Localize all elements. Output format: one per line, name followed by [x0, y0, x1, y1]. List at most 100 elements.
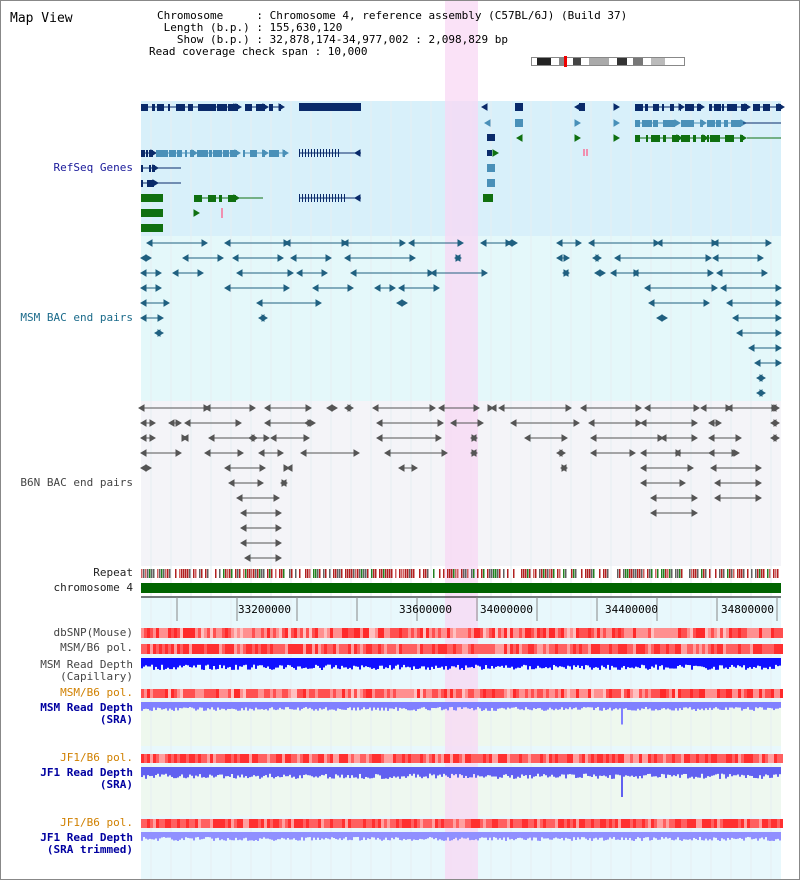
jf1-trimmed-depth-bar: [703, 832, 705, 841]
gene-exon: [753, 104, 760, 111]
feature-arrow: [281, 479, 288, 487]
dbsnp-cell: [192, 628, 195, 638]
msm-pol-cell: [516, 644, 519, 654]
jf1-pol-cell: [498, 819, 501, 828]
jf1-pol-cell: [198, 754, 201, 763]
msm-sra-depth-bar: [549, 702, 551, 708]
repeat-element: [373, 569, 375, 578]
jf1-pol-cell: [405, 819, 408, 828]
gene-exon: [716, 120, 721, 127]
jf1-trimmed-depth-bar: [295, 832, 297, 840]
gene-exon: [185, 150, 187, 157]
jf1-pol-cell: [444, 754, 447, 763]
jf1-pol-cell: [276, 819, 279, 828]
jf1-sra-depth-bar: [413, 767, 415, 774]
msm-pol-cell: [720, 689, 723, 698]
jf1-sra-depth-bar: [221, 767, 223, 775]
dbsnp-cell: [735, 628, 738, 638]
jf1-trimmed-depth-bar: [377, 832, 379, 838]
msm-pol-cell: [768, 689, 771, 698]
jf1-pol-cell: [534, 754, 537, 763]
msm-pol-cell: [354, 689, 357, 698]
jf1-sra-depth-bar: [163, 767, 165, 775]
msm-capillary-depth-bar: [383, 658, 385, 669]
jf1-trimmed-depth-bar: [277, 832, 279, 840]
msm-pol-cell: [216, 689, 219, 698]
jf1-pol-cell: [189, 819, 192, 828]
msm-pol-cell: [345, 644, 348, 654]
jf1-pol-cell: [489, 819, 492, 828]
msm-pol-cell: [348, 689, 351, 698]
jf1-sra-depth-bar: [633, 767, 635, 778]
karyotype-ideogram[interactable]: [531, 53, 686, 67]
dbsnp-cell: [405, 628, 408, 638]
msm-capillary-depth-bar: [593, 658, 595, 668]
jf1-pol-cell: [594, 819, 597, 828]
msm-capillary-depth-bar: [603, 658, 605, 668]
msm-sra-depth-bar: [693, 702, 695, 710]
msm-capillary-depth-bar: [215, 658, 217, 670]
msm-capillary-depth-bar: [273, 658, 275, 670]
feature-arrow: [640, 449, 647, 457]
feature-arrow: [561, 434, 568, 442]
repeat-element: [741, 569, 743, 578]
feature-arrow: [376, 434, 383, 442]
jf1-trimmed-depth-bar: [765, 832, 767, 838]
msm-pol-cell: [687, 689, 690, 698]
msm-capillary-depth-bar: [417, 658, 419, 669]
msm-sra-depth-bar: [257, 702, 259, 710]
msm-pol-cell: [423, 644, 426, 654]
jf1-sra-depth-bar: [467, 767, 469, 779]
jf1-trimmed-depth-bar: [299, 832, 301, 841]
msm-pol-cell: [411, 689, 414, 698]
jf1-pol-cell: [282, 754, 285, 763]
jf1-trimmed-depth-bar: [293, 832, 295, 839]
jf1-trimmed-depth-bar: [487, 832, 489, 841]
dbsnp-cell: [723, 628, 726, 638]
gene-exon: [323, 194, 324, 202]
msm-pol-cell: [738, 689, 741, 698]
dbsnp-cell: [744, 628, 747, 638]
feature-arrow: [755, 494, 762, 502]
jf1-trimmed-depth-bar: [551, 832, 553, 840]
msm-sra-depth-bar: [195, 702, 197, 711]
axis-tick-label: 34400000: [605, 603, 658, 616]
repeat-element: [305, 569, 307, 578]
feature-arrow: [744, 103, 751, 111]
feature-arrow: [429, 404, 436, 412]
jf1-pol-cell: [246, 819, 249, 828]
repeat-element: [201, 569, 203, 578]
msm-pol-cell: [420, 689, 423, 698]
jf1-pol-cell: [426, 754, 429, 763]
dbsnp-cell: [321, 628, 324, 638]
jf1-pol-cell: [762, 754, 765, 763]
jf1-sra-depth-bar: [539, 767, 541, 777]
feature-arrow: [755, 464, 762, 472]
msm-capillary-depth-bar: [147, 658, 149, 667]
msm-sra-depth-bar: [761, 702, 763, 708]
jf1-pol-cell: [240, 819, 243, 828]
msm-pol-cell: [546, 644, 549, 654]
msm-capillary-depth-bar: [553, 658, 555, 665]
msm-pol-cell: [297, 644, 300, 654]
gene-block: [141, 194, 163, 202]
jf1-pol-cell: [147, 754, 150, 763]
jf1-sra-depth-bar: [507, 767, 509, 776]
jf1-trimmed-depth-bar: [149, 832, 151, 839]
jf1-sra-depth-bar: [681, 767, 683, 775]
msm-capillary-depth-bar: [423, 658, 425, 667]
feature-arrow: [487, 404, 494, 412]
jf1-trimmed-depth-bar: [511, 832, 513, 839]
dbsnp-cell: [438, 628, 441, 638]
feature-arrow: [640, 464, 647, 472]
dbsnp-cell: [423, 628, 426, 638]
jf1-pol-cell: [402, 754, 405, 763]
jf1-trimmed-depth-bar: [361, 832, 363, 841]
chromosome-info: Chromosome : Chromosome 4, reference ass…: [157, 9, 628, 22]
jf1-pol-cell: [588, 819, 591, 828]
feature-arrow: [140, 299, 147, 307]
msm-capillary-depth-bar: [713, 658, 715, 667]
msm-sra-depth-bar: [327, 702, 329, 711]
dbsnp-cell: [681, 628, 684, 638]
